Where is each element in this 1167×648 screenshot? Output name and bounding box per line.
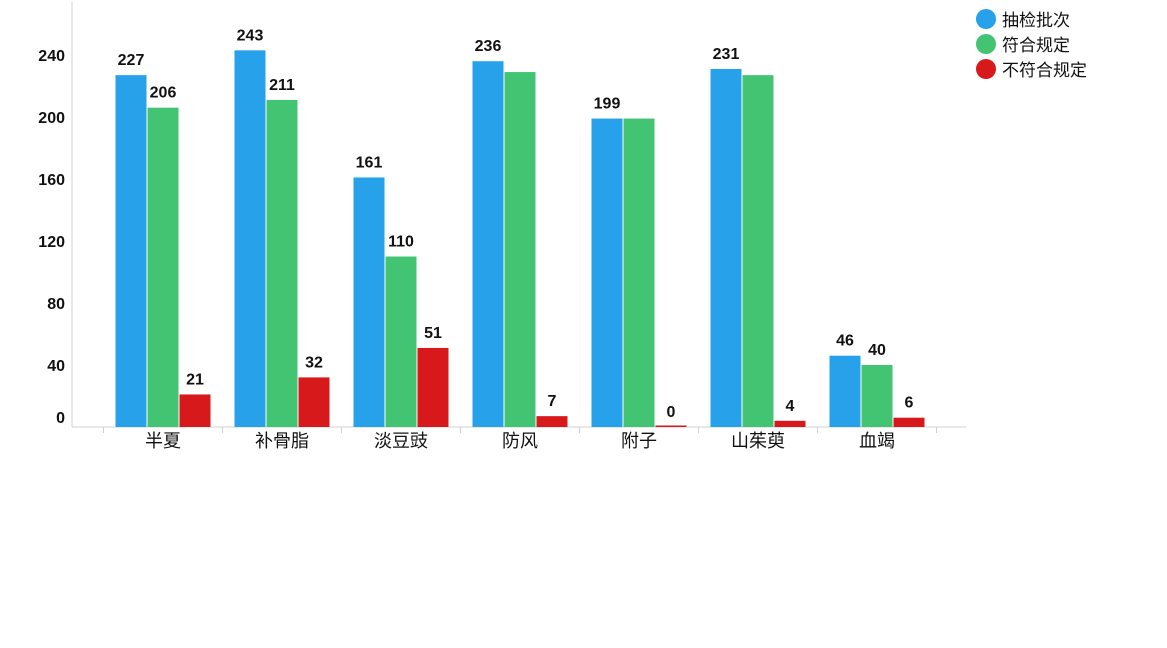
legend-label-1: 符合规定 [1002,36,1070,56]
data-label-s1-c6: 40 [868,342,886,359]
data-label-bg-s0-c3 [471,36,505,56]
bar-s1-c4 [623,118,655,428]
y-tick-label-2: 80 [47,296,65,313]
data-label-bg-s0-c0 [114,50,148,70]
data-label-bg-s2-c6 [901,392,917,412]
data-label-bg-s2-c5 [782,395,798,415]
data-label-s2-c2: 51 [424,325,442,342]
legend: 抽检批次 符合规定 不符合规定 [976,6,1087,81]
legend-label-0: 抽检批次 [1002,11,1070,31]
x-category-label-6: 血竭 [859,431,895,452]
bar-s1-c0 [147,107,179,427]
legend-swatch-0 [976,8,996,29]
x-category-label-3: 防风 [502,431,538,452]
legend-item-0: 抽检批次 [976,6,1087,31]
data-label-bg-s0-c1 [233,25,267,45]
y-tick-label-1: 40 [47,358,65,375]
data-label-s2-c1: 32 [305,354,323,371]
bar-s1-c1 [266,99,298,427]
x-category-label-2: 淡豆豉 [374,431,428,452]
bar-s0-c3 [472,61,504,427]
bar-s1-c3 [504,72,536,428]
bar-s1-c2 [385,256,417,427]
data-label-s1-c0: 206 [150,85,177,102]
y-tick-label-3: 120 [38,234,65,251]
data-label-bg-s2-c2 [421,322,445,342]
x-category-label-1: 补骨脂 [255,431,309,452]
bar-s1-c5 [742,75,774,428]
data-label-bg-s1-c6 [865,340,889,359]
data-label-bg-s1-c2 [384,231,418,251]
bar-s0-c4 [591,118,623,428]
y-tick-label-6: 240 [38,48,65,65]
data-label-bg-s0-c6 [833,330,857,350]
data-label-bg-s1-c0 [146,82,180,102]
data-label-s0-c1: 243 [237,27,264,44]
legend-swatch-1 [976,33,996,54]
data-label-s0-c2: 161 [356,154,383,171]
y-tick-label-5: 200 [38,110,65,127]
bar-s0-c0 [115,75,147,428]
data-label-s0-c0: 227 [118,52,145,69]
bar-s2-c1 [298,377,330,427]
bar-s1-c6 [861,365,893,427]
bar-s2-c5 [774,420,806,427]
legend-item-1: 符合规定 [976,31,1087,56]
y-tick-label-0: 0 [56,410,65,427]
legend-swatch-2 [976,58,996,79]
bar-s0-c1 [234,50,266,427]
bar-s2-c0 [179,394,211,427]
data-label-bg-s1-c1 [265,74,299,94]
data-label-s2-c5: 4 [786,398,795,415]
data-label-bg-s0-c2 [352,152,386,172]
bar-s2-c6 [893,417,925,427]
x-category-label-4: 附子 [621,431,657,452]
y-tick-label-4: 160 [38,172,65,189]
bar-s2-c2 [417,347,449,427]
data-label-s2-c0: 21 [186,371,204,388]
data-label-bg-s0-c4 [590,93,624,113]
data-label-s0-c3: 236 [475,38,502,55]
data-label-bg-s2-c1 [302,352,326,372]
bar-s2-c3 [536,416,568,427]
legend-item-2: 不符合规定 [976,56,1087,81]
data-label-s1-c2: 110 [388,234,414,251]
data-label-s0-c5: 231 [713,46,740,63]
data-label-bg-s2-c0 [183,369,207,389]
x-category-label-5: 山茱萸 [731,431,785,452]
data-label-s0-c4: 199 [594,96,621,113]
data-label-s0-c6: 46 [836,333,854,350]
bar-s0-c6 [829,355,861,427]
data-label-s2-c3: 7 [548,393,557,410]
bar-s0-c5 [710,68,742,427]
data-label-bg-s2-c4 [663,402,679,421]
data-label-s2-c4: 0 [667,404,676,421]
x-category-label-0: 半夏 [145,431,181,452]
data-label-bg-s0-c5 [709,43,743,63]
bar-s2-c4 [655,425,687,427]
legend-label-2: 不符合规定 [1002,61,1087,81]
data-label-bg-s2-c3 [544,391,560,411]
bar-s0-c2 [353,177,385,427]
data-label-s2-c6: 6 [905,395,914,412]
data-label-s1-c1: 211 [269,77,295,94]
